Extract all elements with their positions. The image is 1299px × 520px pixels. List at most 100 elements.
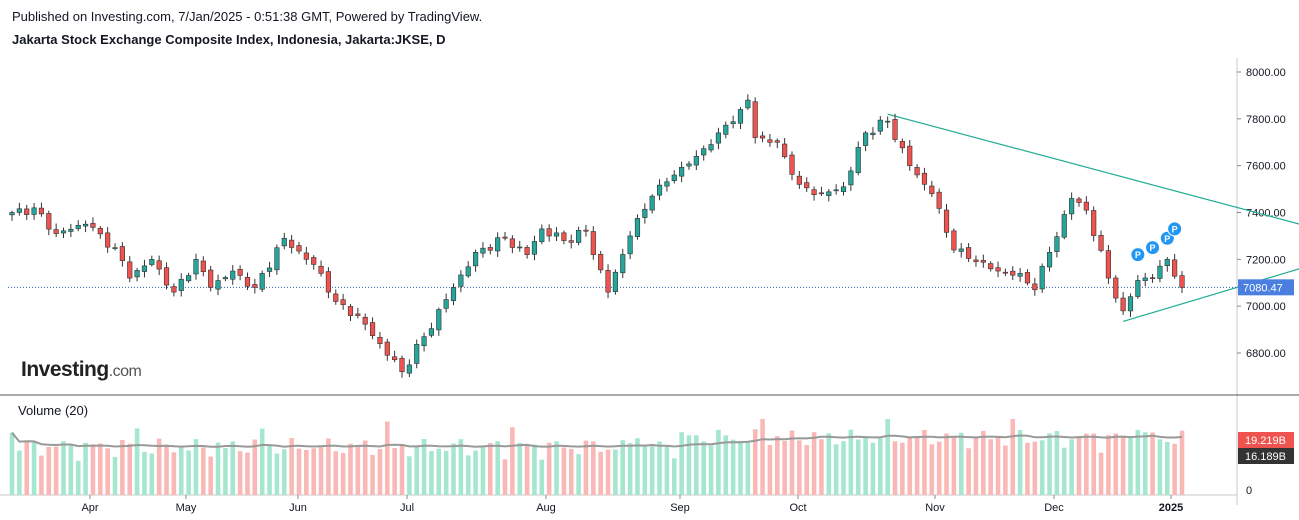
candle xyxy=(921,167,928,191)
trendline[interactable] xyxy=(887,113,1299,225)
candle-body-up xyxy=(745,99,751,109)
candle xyxy=(583,224,589,237)
x-tick-label: Aug xyxy=(536,502,556,514)
candle xyxy=(1105,245,1111,284)
candle xyxy=(458,270,464,293)
volume-bar xyxy=(429,451,434,495)
volume-bar xyxy=(539,459,545,495)
volume-last-tag xyxy=(1238,432,1294,448)
candle-body-up xyxy=(1164,259,1170,266)
candle-body-up xyxy=(723,124,729,135)
candle-body-down xyxy=(1172,259,1178,277)
candle-body-up xyxy=(193,259,199,275)
volume-bar xyxy=(1113,433,1119,495)
candle xyxy=(1120,291,1126,315)
volume-bar xyxy=(745,442,751,495)
volume-bar xyxy=(561,447,567,495)
volume-bar xyxy=(333,451,339,495)
candle-body-up xyxy=(259,273,265,290)
candle xyxy=(237,265,243,281)
candle xyxy=(421,332,427,352)
candle-body-down xyxy=(914,167,920,176)
candle-body-down xyxy=(311,257,317,265)
candle-body-down xyxy=(105,232,111,248)
volume-bar xyxy=(370,454,375,495)
candle xyxy=(230,265,236,285)
candle xyxy=(576,226,582,246)
volume-bar xyxy=(1054,430,1060,495)
candle-body-down xyxy=(921,172,928,185)
event-marker[interactable] xyxy=(1167,221,1183,237)
candle-body-down xyxy=(1113,277,1119,299)
candle xyxy=(473,249,479,272)
volume-bar xyxy=(973,437,979,495)
volume-bar xyxy=(1179,430,1185,495)
candle-body-down xyxy=(568,240,574,243)
candle xyxy=(789,151,795,181)
candle-body-down xyxy=(244,276,251,287)
volume-bar xyxy=(789,430,795,495)
candle-body-up xyxy=(1127,296,1134,312)
candle-body-up xyxy=(406,364,412,374)
candle xyxy=(568,234,574,249)
candle xyxy=(318,260,324,277)
candle xyxy=(119,242,125,267)
candle xyxy=(259,270,265,292)
candle-body-up xyxy=(230,270,236,280)
volume-bar xyxy=(775,436,780,495)
volume-bar xyxy=(966,448,971,495)
candle-body-down xyxy=(759,135,766,139)
candle xyxy=(1157,260,1163,283)
volume-bar xyxy=(237,451,243,495)
candle-body-down xyxy=(966,247,972,259)
volume-bar xyxy=(326,438,331,495)
volume-bar xyxy=(296,448,302,495)
volume-bar xyxy=(694,435,699,495)
candle xyxy=(487,244,493,255)
candle-body-down xyxy=(1032,283,1038,291)
event-marker[interactable] xyxy=(1130,247,1146,263)
volume-bar xyxy=(186,450,191,495)
volume-bar xyxy=(914,436,920,495)
candle xyxy=(509,235,515,254)
candle-body-down xyxy=(487,247,493,251)
event-marker[interactable] xyxy=(1145,240,1161,256)
volume-bar xyxy=(907,437,913,495)
candle xyxy=(1002,268,1008,277)
event-marker-label: P xyxy=(1135,250,1141,260)
volume-bar xyxy=(134,428,140,495)
candle xyxy=(414,339,420,369)
volume-bar xyxy=(274,453,280,495)
candle-body-up xyxy=(1069,198,1075,215)
volume-bar xyxy=(627,443,633,495)
candle-body-up xyxy=(141,265,148,272)
candle-body-up xyxy=(679,166,685,177)
candle xyxy=(517,240,523,252)
volume-bar xyxy=(164,444,169,495)
candle xyxy=(804,177,810,192)
candle xyxy=(914,164,920,179)
volume-bar xyxy=(340,453,346,495)
candle-body-down xyxy=(767,139,773,143)
volume-bar xyxy=(613,449,618,495)
candle xyxy=(715,127,721,150)
trendline[interactable] xyxy=(1122,268,1299,322)
candle xyxy=(826,189,832,202)
volume-bar xyxy=(738,440,743,495)
candle xyxy=(333,289,339,305)
volume-bar xyxy=(252,439,258,495)
candle xyxy=(1098,230,1104,253)
volume-bar xyxy=(958,432,964,495)
volume-bar xyxy=(730,439,736,495)
candle-body-down xyxy=(252,284,258,288)
candle-body-down xyxy=(1105,250,1111,279)
candle-body-up xyxy=(1157,265,1163,279)
candle-body-up xyxy=(458,274,464,287)
candle xyxy=(980,254,986,268)
candle xyxy=(60,227,67,239)
candle-body-up xyxy=(1061,214,1067,238)
candle xyxy=(561,230,567,245)
candle xyxy=(737,107,744,130)
candle xyxy=(811,186,817,201)
